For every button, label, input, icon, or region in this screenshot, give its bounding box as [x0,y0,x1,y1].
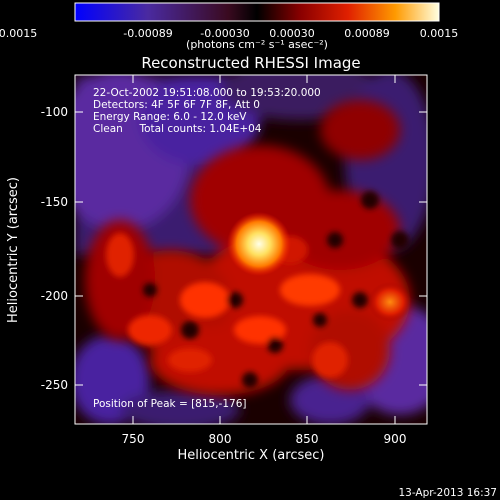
colorbar-ticks: -0.0015 -0.00089 -0.00030 0.00030 0.00089 0.0… [0,27,458,40]
y-axis-label: Heliocentric Y (arcsec) [6,177,21,323]
x-tick-label: 900 [384,432,407,446]
x-tick-label: 750 [122,432,145,446]
info-time-range: 22-Oct-2002 19:51:08.000 to 19:53:20.000 [93,87,321,99]
observation-info: 22-Oct-2002 19:51:08.000 to 19:53:20.000… [93,87,321,135]
y-tick-label: -100 [41,105,68,119]
y-tick-label: -150 [41,195,68,209]
secondary-source [368,282,412,322]
colorbar-units: (photons cm⁻² s⁻¹ asec⁻²) [186,38,328,51]
info-detectors: Detectors: 4F 5F 6F 7F 8F, Att 0 [93,99,260,111]
x-tick-label: 850 [296,432,319,446]
colorbar-gradient [74,2,440,22]
x-tick-labels: 750 800 850 900 [122,432,407,446]
info-energy-range: Energy Range: 6.0 - 12.0 keV [93,111,247,123]
colorbar-tick-label: -0.00030 [200,27,249,40]
x-axis-label: Heliocentric X (arcsec) [178,448,325,463]
timestamp: 13-Apr-2013 16:37 [398,487,497,499]
axis-ticks [75,75,427,424]
peak-source [227,212,291,276]
colorbar-tick-label: -0.00089 [123,27,172,40]
colorbar: -0.0015 -0.00089 -0.00030 0.00030 0.00089 0.0… [0,2,458,51]
x-tick-label: 800 [209,432,232,446]
info-clean-counts: Clean Total counts: 1.04E+04 [93,123,262,135]
colorbar-tick-label: 0.00030 [269,27,315,40]
colorbar-tick-label: 0.00089 [344,27,390,40]
rhessi-image [75,75,427,424]
y-tick-label: -250 [41,378,68,392]
peak-position: Position of Peak = [815,-176] [93,398,247,410]
plot-title: Reconstructed RHESSI Image [141,54,360,72]
colorbar-tick-label: -0.0015 [0,27,37,40]
colorbar-tick-label: 0.0015 [420,27,459,40]
plot-frame [74,74,428,425]
y-tick-labels: -100 -150 -200 -250 [41,105,68,392]
y-tick-label: -200 [41,289,68,303]
